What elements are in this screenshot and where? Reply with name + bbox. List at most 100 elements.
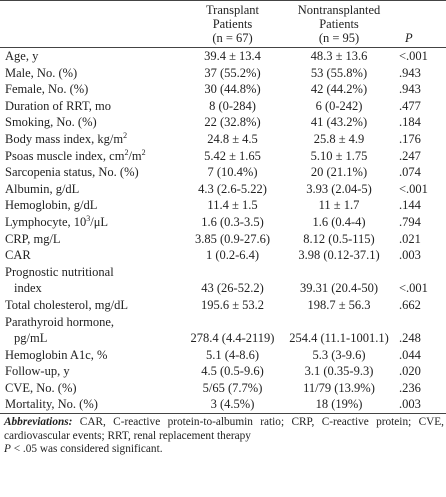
table-row: Mortality, No. (%) 3 (4.5%) 18 (19%) .003 xyxy=(0,396,446,413)
row-label: Sarcopenia status, No. (%) xyxy=(0,164,180,181)
value-cell: 22 (32.8%) xyxy=(204,115,261,130)
value-cell: 3.85 (0.9-27.6) xyxy=(195,231,270,246)
label-text: index xyxy=(14,281,42,296)
value-cell: 39.31 (20.4-50) xyxy=(299,281,379,296)
value-cell: 1 (0.2-6.4) xyxy=(205,248,260,263)
label-line: CRP, mg/L xyxy=(5,231,180,248)
header-cell: P xyxy=(393,1,446,48)
value-cell: 5.3 (3-9.6) xyxy=(312,347,366,362)
value-cell: 39.4 ± 13.4 xyxy=(204,49,261,63)
value-cell: 8.12 (0.5-115) xyxy=(303,231,375,246)
value-cell: 11.4 ± 1.5 xyxy=(207,198,258,213)
value-cell: 43 (26-52.2) xyxy=(201,281,264,296)
p-value: .144 xyxy=(399,198,421,213)
value-cell: 24.8 ± 4.5 xyxy=(207,131,258,146)
table-row: Age, y 39.4 ± 13.4 48.3 ± 13.6 <.001 xyxy=(0,48,446,65)
abbreviations-label: Abbreviations: xyxy=(4,416,73,429)
p-value: .794 xyxy=(399,214,421,229)
significance-note: P < .05 was considered significant. xyxy=(4,443,444,457)
table-row: Albumin, g/dL 4.3 (2.6-5.22) 3.93 (2.04-5)… xyxy=(0,181,446,198)
label-text: /m xyxy=(128,148,142,163)
label-line: Albumin, g/dL xyxy=(5,181,180,198)
label-text: Age, y xyxy=(5,49,39,63)
label-line: Body mass index, kg/m2 xyxy=(5,131,180,148)
label-text: Parathyroid hormone, xyxy=(5,314,115,329)
value-cell: 4.3 (2.6-5.22) xyxy=(198,181,267,196)
table-row: Male, No. (%) 37 (55.2%) 53 (55.8%) .943 xyxy=(0,65,446,82)
value-cell: 195.6 ± 53.2 xyxy=(200,297,265,312)
label-line: CAR xyxy=(5,247,180,264)
header-line: (n = 67) xyxy=(212,31,253,45)
label-line: Prognostic nutritional xyxy=(5,264,180,281)
p-value: <.001 xyxy=(399,181,428,196)
row-label: Lymphocyte, 103/μL xyxy=(0,214,180,231)
label-line: Hemoglobin, g/dL xyxy=(5,197,180,214)
label-text: /μL xyxy=(90,214,109,229)
value-cell: 5.42 ± 1.65 xyxy=(204,148,261,163)
note-text: < .05 was considered significant. xyxy=(13,443,163,456)
value-cell: 7 (10.4%) xyxy=(207,165,258,180)
label-line: index xyxy=(5,280,180,297)
row-label: CAR xyxy=(0,247,180,264)
row-label: Body mass index, kg/m2 xyxy=(0,131,180,148)
label-line: Duration of RRT, mo xyxy=(5,98,180,115)
label-line: Total cholesterol, mg/dL xyxy=(5,297,180,314)
label-text: Lymphocyte, 10 xyxy=(5,214,87,229)
data-table: Transplant Patients (n = 67) Nontransplante… xyxy=(0,0,446,414)
p-value: .020 xyxy=(399,364,421,379)
header-line: Patients xyxy=(212,17,253,31)
row-label: Age, y xyxy=(0,48,180,65)
value-cell: 5.1 (4-8.6) xyxy=(205,347,260,362)
label-text: Prognostic nutritional xyxy=(5,264,114,279)
header-cell: Transplant Patients (n = 67) xyxy=(180,1,285,48)
table-row: Sarcopenia status, No. (%) 7 (10.4%) 20 (2… xyxy=(0,164,446,181)
p-value: .003 xyxy=(399,248,421,263)
label-text: Mortality, No. (%) xyxy=(5,397,98,412)
label-text: Sarcopenia status, No. (%) xyxy=(5,165,139,180)
label-text: Hemoglobin, g/dL xyxy=(5,198,98,213)
superscript: 2 xyxy=(124,147,129,157)
label-text: Male, No. (%) xyxy=(5,65,78,80)
p-value: .236 xyxy=(399,380,421,395)
value-cell: 30 (44.8%) xyxy=(204,82,261,97)
table-header: Transplant Patients (n = 67) Nontransplante… xyxy=(0,0,446,48)
value-cell: 8 (0-284) xyxy=(209,98,256,113)
p-value: .943 xyxy=(399,65,421,80)
value-cell: 37 (55.2%) xyxy=(204,65,261,80)
table-row: Parathyroid hormone, pg/mL 278.4 (4.4-2119… xyxy=(0,314,446,347)
table-row: Total cholesterol, mg/dL 195.6 ± 53.2 198.… xyxy=(0,297,446,314)
label-text: Duration of RRT, mo xyxy=(5,98,111,113)
value-cell: 254.4 (11.1-1001.1) xyxy=(289,331,389,346)
table-body: Age, y 39.4 ± 13.4 48.3 ± 13.6 <.001 Male, N… xyxy=(0,48,446,414)
row-label: Duration of RRT, mo xyxy=(0,98,180,115)
table-row: Psoas muscle index, cm2/m2 5.42 ± 1.65 5.1… xyxy=(0,148,446,165)
label-line: Lymphocyte, 103/μL xyxy=(5,214,180,231)
table-row: Smoking, No. (%) 22 (32.8%) 41 (43.2%) .184 xyxy=(0,114,446,131)
row-label: CVE, No. (%) xyxy=(0,380,180,397)
p-value: .247 xyxy=(399,148,421,163)
label-line: Follow-up, y xyxy=(5,363,180,380)
value-cell: 25.8 ± 4.9 xyxy=(313,131,365,146)
value-cell: 11/79 (13.9%) xyxy=(303,380,375,395)
table-row: CAR 1 (0.2-6.4) 3.98 (0.12-37.1) .003 xyxy=(0,247,446,264)
value-cell: 1.6 (0.3-3.5) xyxy=(201,214,264,229)
superscript: 2 xyxy=(141,147,146,157)
value-cell: 4.5 (0.5-9.6) xyxy=(201,364,264,379)
row-label: CRP, mg/L xyxy=(0,231,180,248)
value-cell: 11 ± 1.7 xyxy=(318,198,360,213)
p-value: .662 xyxy=(399,297,421,312)
table-row: Lymphocyte, 103/μL 1.6 (0.3-3.5) 1.6 (0.4-… xyxy=(0,214,446,231)
header-cell xyxy=(0,1,180,48)
table-row: Hemoglobin, g/dL 11.4 ± 1.5 11 ± 1.7 .144 xyxy=(0,197,446,214)
value-cell: 3 (4.5%) xyxy=(210,397,255,412)
value-cell: 48.3 ± 13.6 xyxy=(310,49,368,63)
label-text: CVE, No. (%) xyxy=(5,380,77,395)
p-value: .074 xyxy=(399,165,421,180)
label-text: Body mass index, kg/m xyxy=(5,131,124,146)
header-line: Patients xyxy=(319,17,359,31)
table-row: CVE, No. (%) 5/65 (7.7%) 11/79 (13.9%) .236 xyxy=(0,380,446,397)
label-text: pg/mL xyxy=(14,331,48,346)
superscript: 2 xyxy=(123,130,128,140)
header-cell: Nontransplanted Patients (n = 95) xyxy=(285,1,393,48)
